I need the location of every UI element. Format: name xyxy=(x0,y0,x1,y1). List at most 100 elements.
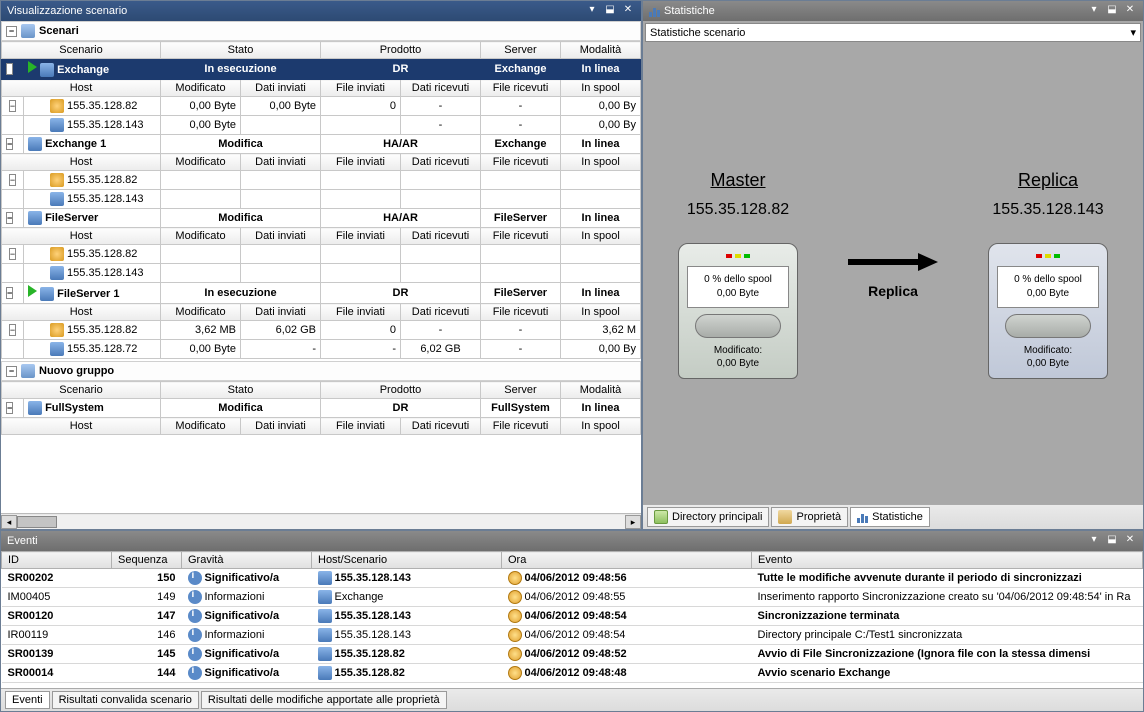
pin-icon[interactable]: ⬓ xyxy=(1105,4,1119,18)
event-row[interactable]: SR00202 150 Significativo/a 155.35.128.1… xyxy=(2,569,1143,588)
host-icon xyxy=(318,590,332,604)
host-icon xyxy=(50,266,64,280)
clock-icon xyxy=(508,647,522,661)
tab-statistics[interactable]: Statistiche xyxy=(850,507,930,527)
master-ip: 155.35.128.82 xyxy=(678,201,798,219)
host-icon xyxy=(50,342,64,356)
collapse-toggle[interactable]: − xyxy=(6,138,13,150)
scenario-grid: ScenarioStatoProdottoServerModalità − Ex… xyxy=(1,41,641,359)
group-icon xyxy=(21,24,35,38)
event-row[interactable]: SR00120 147 Significativo/a 155.35.128.1… xyxy=(2,607,1143,626)
events-panel: Eventi ▾ ⬓ ✕ IDSequenzaGravitàHost/Scena… xyxy=(0,530,1144,712)
collapse-toggle[interactable]: − xyxy=(6,212,13,224)
close-icon[interactable]: ✕ xyxy=(1123,4,1137,18)
dropdown-icon[interactable]: ▾ xyxy=(1087,534,1101,548)
play-icon xyxy=(28,61,37,73)
info-icon xyxy=(188,647,202,661)
host-icon xyxy=(50,118,64,132)
stats-icon xyxy=(649,5,660,17)
group-scenari[interactable]: − Scenari xyxy=(1,21,641,41)
pin-icon[interactable]: ⬓ xyxy=(1105,534,1119,548)
scenario-row[interactable]: − FileServer Modifica HA/AR FileServer I… xyxy=(2,209,641,228)
scenario-row[interactable]: − FileServer 1 In esecuzione DR FileServ… xyxy=(2,283,641,304)
collapse-toggle[interactable]: − xyxy=(9,174,16,186)
stats-body: Statistiche scenario ▾ Master 155.35.128… xyxy=(643,21,1143,529)
host-row[interactable]: 155.35.128.143 0,00 Byte - - 0,00 By xyxy=(2,116,641,135)
pin-icon[interactable]: ⬓ xyxy=(603,4,617,18)
group-icon xyxy=(21,364,35,378)
h-scrollbar[interactable]: ◂ ▸ xyxy=(1,513,641,529)
collapse-toggle[interactable]: − xyxy=(9,100,16,112)
event-col[interactable]: Gravità xyxy=(182,552,312,569)
tab-properties[interactable]: Proprietà xyxy=(771,507,848,527)
event-row[interactable]: SR00139 145 Significativo/a 155.35.128.8… xyxy=(2,645,1143,664)
collapse-toggle[interactable]: − xyxy=(6,63,13,75)
host-row[interactable]: 155.35.128.143 xyxy=(2,190,641,209)
host-row[interactable]: − 155.35.128.82 xyxy=(2,245,641,264)
event-row[interactable]: SR00014 144 Significativo/a 155.35.128.8… xyxy=(2,664,1143,683)
scenario-row[interactable]: − Exchange 1 Modifica HA/AR Exchange In … xyxy=(2,135,641,154)
collapse-toggle[interactable]: − xyxy=(6,287,13,299)
host-icon xyxy=(318,628,332,642)
scenario-grid-2: ScenarioStatoProdottoServerModalità − Fu… xyxy=(1,381,641,435)
scenario-row[interactable]: − FullSystem Modifica DR FullSystem In l… xyxy=(2,399,641,418)
clock-icon xyxy=(508,590,522,604)
tab-eventi[interactable]: Eventi xyxy=(5,691,50,709)
close-icon[interactable]: ✕ xyxy=(621,4,635,18)
scroll-left[interactable]: ◂ xyxy=(1,515,17,529)
chevron-down-icon: ▾ xyxy=(1130,26,1136,39)
collapse-toggle[interactable]: − xyxy=(6,26,17,37)
event-col[interactable]: ID xyxy=(2,552,112,569)
dropdown-icon[interactable]: ▾ xyxy=(585,4,599,18)
group-nuovo[interactable]: − Nuovo gruppo xyxy=(1,361,641,381)
collapse-toggle[interactable]: − xyxy=(9,324,16,336)
properties-icon xyxy=(778,510,792,524)
tab-modifiche[interactable]: Risultati delle modifiche apportate alle… xyxy=(201,691,447,709)
host-row[interactable]: − 155.35.128.82 xyxy=(2,171,641,190)
host-row[interactable]: − 155.35.128.82 0,00 Byte 0,00 Byte 0 - … xyxy=(2,97,641,116)
replica-mod-label: Modificato: xyxy=(997,344,1099,357)
stats-panel-titlebar: Statistiche ▾ ⬓ ✕ xyxy=(643,1,1143,21)
replica-column: Replica 155.35.128.143 0 % dello spool 0… xyxy=(988,170,1108,379)
collapse-toggle[interactable]: − xyxy=(9,248,16,260)
master-title: Master xyxy=(678,170,798,191)
arrow-label: Replica xyxy=(848,283,938,299)
host-icon xyxy=(318,571,332,585)
close-icon[interactable]: ✕ xyxy=(1123,534,1137,548)
master-spool: 0 % dello spool xyxy=(690,273,786,287)
events-tabs: Eventi Risultati convalida scenario Risu… xyxy=(1,688,1143,711)
event-col[interactable]: Sequenza xyxy=(112,552,182,569)
host-row[interactable]: − 155.35.128.82 3,62 MB 6,02 GB 0 - - 3,… xyxy=(2,321,641,340)
replica-spool: 0 % dello spool xyxy=(1000,273,1096,287)
info-icon xyxy=(188,609,202,623)
collapse-toggle[interactable]: − xyxy=(6,366,17,377)
info-icon xyxy=(188,628,202,642)
event-col[interactable]: Evento xyxy=(752,552,1143,569)
dropdown-icon[interactable]: ▾ xyxy=(1087,4,1101,18)
stats-dropdown[interactable]: Statistiche scenario ▾ xyxy=(645,23,1141,42)
tab-directory[interactable]: Directory principali xyxy=(647,507,769,527)
master-mod-label: Modificato: xyxy=(687,344,789,357)
scroll-right[interactable]: ▸ xyxy=(625,515,641,529)
replica-ip: 155.35.128.143 xyxy=(988,201,1108,219)
host-row[interactable]: 155.35.128.143 xyxy=(2,264,641,283)
collapse-toggle[interactable]: − xyxy=(6,402,13,414)
clock-icon xyxy=(508,666,522,680)
replica-server-icon: 0 % dello spool 0,00 Byte Modificato: 0,… xyxy=(988,243,1108,379)
host-row[interactable]: 155.35.128.72 0,00 Byte - - 6,02 GB - 0,… xyxy=(2,340,641,359)
replication-arrow: Replica xyxy=(848,250,938,299)
host-icon xyxy=(318,647,332,661)
events-body: IDSequenzaGravitàHost/ScenarioOraEvento … xyxy=(1,551,1143,711)
replica-mod-value: 0,00 Byte xyxy=(997,357,1099,370)
event-col[interactable]: Ora xyxy=(502,552,752,569)
stats-panel-title: Statistiche xyxy=(664,5,715,17)
event-row[interactable]: IR00119 146 Informazioni 155.35.128.143 … xyxy=(2,626,1143,645)
event-col[interactable]: Host/Scenario xyxy=(312,552,502,569)
info-icon xyxy=(188,590,202,604)
event-row[interactable]: IM00405 149 Informazioni Exchange 04/06/… xyxy=(2,588,1143,607)
scenario-row[interactable]: − Exchange In esecuzione DR Exchange In … xyxy=(2,59,641,80)
tab-convalida[interactable]: Risultati convalida scenario xyxy=(52,691,199,709)
host-icon xyxy=(318,609,332,623)
group-label: Scenari xyxy=(39,25,79,37)
events-title: Eventi xyxy=(7,535,38,547)
